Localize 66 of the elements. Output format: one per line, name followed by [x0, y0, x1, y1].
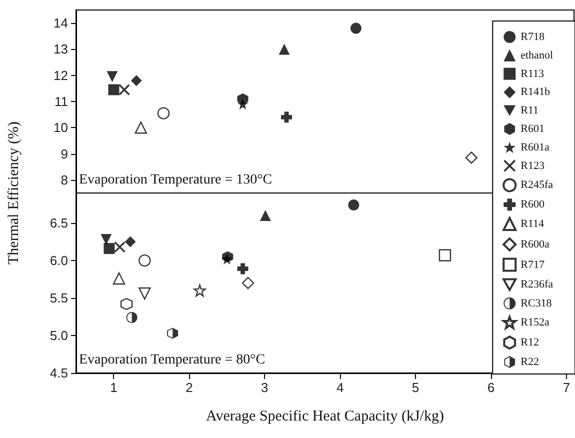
y-tick-label: 10 [54, 120, 68, 136]
legend-label: R22 [520, 356, 539, 368]
legend-label: R245fa [520, 179, 554, 192]
point [221, 254, 232, 264]
legend-label: R11 [520, 104, 539, 117]
y-tick-label: 6.5 [50, 216, 68, 230]
point [237, 98, 248, 110]
legend-label: R600a [520, 238, 550, 250]
y-tick-label: 4.5 [50, 366, 68, 380]
y-tick-label: 5.5 [50, 290, 68, 306]
x-tick-label: 5 [412, 380, 420, 395]
x-tick-label: 7 [562, 380, 570, 395]
point [194, 284, 206, 297]
point [350, 22, 362, 34]
point [237, 263, 248, 274]
y-tick-label: 8 [60, 172, 68, 188]
y-tick-label: 5.0 [50, 328, 68, 343]
x-tick-label: 1 [110, 380, 118, 395]
point [242, 276, 254, 290]
point [130, 75, 142, 86]
point [124, 236, 136, 248]
x-tick-label: 6 [487, 380, 495, 395]
point [157, 107, 170, 120]
point [100, 234, 112, 245]
point [465, 152, 478, 164]
y-tick-label: 6.0 [50, 253, 68, 268]
legend-label: R601a [520, 141, 550, 154]
point [438, 249, 452, 262]
x-tick-label: 3 [261, 380, 268, 395]
y-tick-label: 14 [54, 16, 68, 31]
y-tick-label: 11 [54, 94, 68, 109]
y-axis-title: Thermal Efficiency (%) [6, 122, 22, 264]
legend-label: R114 [520, 218, 545, 230]
point [278, 44, 290, 55]
y-tick-label: 12 [54, 68, 68, 83]
legend-label: R236fa [520, 278, 554, 291]
legend-label: R718 [520, 31, 545, 43]
x-tick-label: 2 [186, 380, 193, 395]
x-axis-title: Average Specific Heat Capacity (kJ/kg) [206, 408, 444, 424]
legend-label: R141b [520, 86, 550, 98]
annotation: Evaporation Temperature = 80°C [79, 352, 266, 368]
legend-label: R152a [520, 316, 550, 328]
legend-label: R113 [520, 68, 545, 80]
legend-label: R717 [520, 258, 545, 271]
legend-label: ethanol [520, 49, 554, 62]
annotation: Evaporation Temperature = 130°C [79, 172, 272, 188]
legend-label: RC318 [520, 297, 552, 310]
point [138, 254, 151, 267]
point [134, 122, 147, 134]
y-tick-label: 9 [60, 146, 68, 162]
y-tick-label: 13 [54, 42, 68, 57]
point [118, 84, 130, 96]
point [112, 272, 126, 285]
legend-label: R601 [520, 123, 544, 135]
point [260, 210, 271, 221]
point [120, 298, 133, 310]
point [104, 243, 115, 254]
point [108, 84, 120, 96]
point [348, 200, 360, 210]
point [281, 112, 292, 123]
legend-label: R12 [520, 336, 539, 349]
legend-label: R123 [520, 160, 545, 172]
point [138, 287, 151, 300]
x-tick-label: 4 [336, 380, 344, 395]
point [106, 71, 118, 82]
legend-label: R600 [520, 198, 545, 211]
